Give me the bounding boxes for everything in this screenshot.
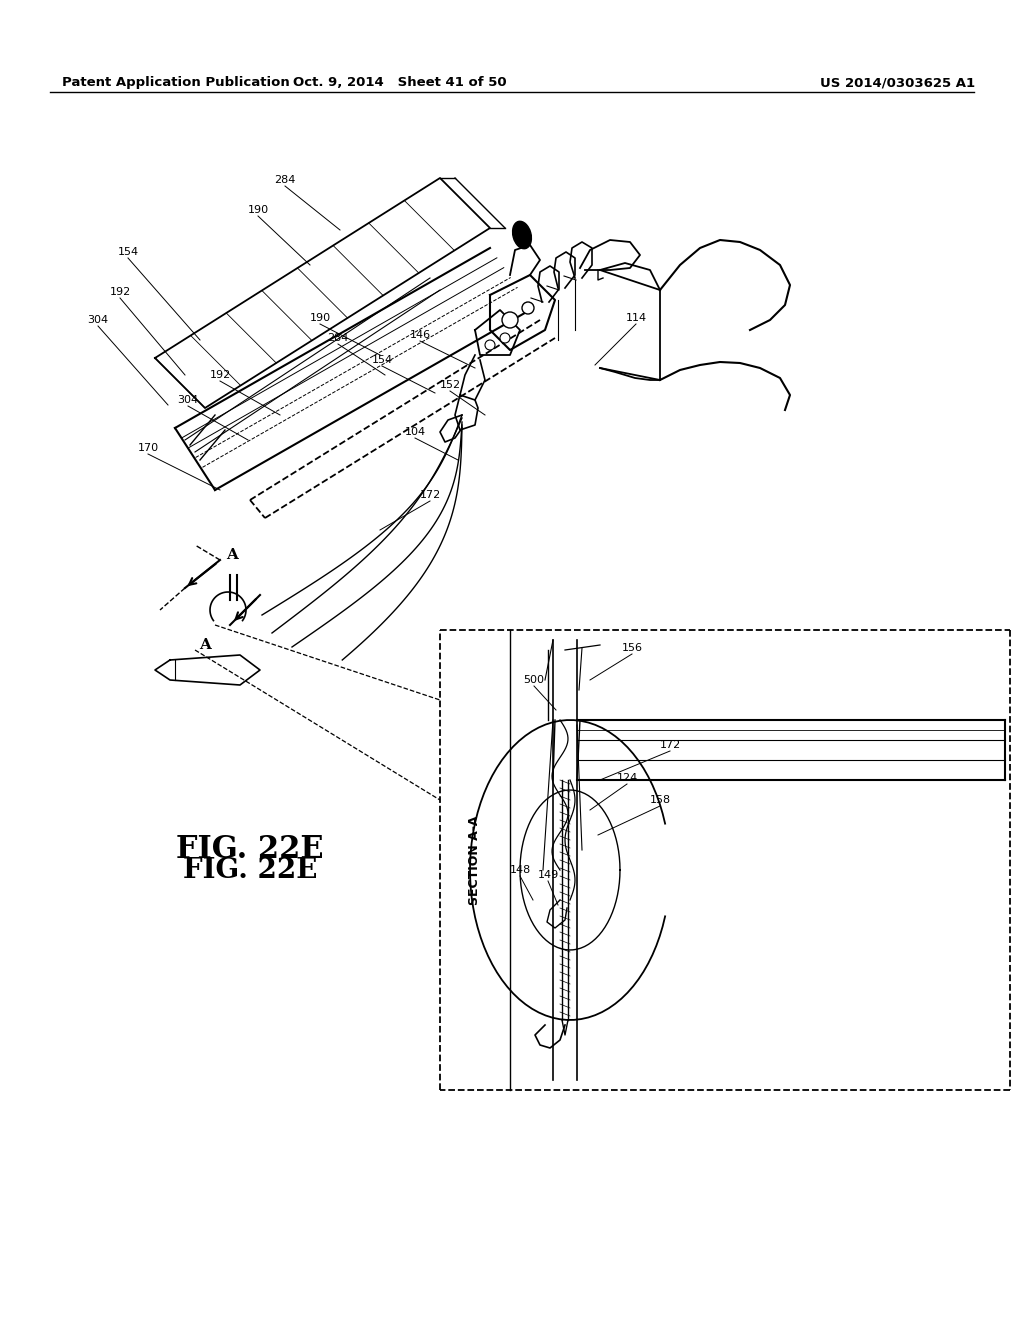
Text: 190: 190: [248, 205, 268, 215]
Text: 304: 304: [87, 315, 109, 325]
Text: 149: 149: [538, 870, 559, 880]
Circle shape: [485, 341, 495, 350]
Circle shape: [522, 302, 534, 314]
Text: 172: 172: [420, 490, 440, 500]
Text: 104: 104: [404, 426, 426, 437]
Text: 146: 146: [410, 330, 430, 341]
Text: 154: 154: [118, 247, 138, 257]
Text: 114: 114: [626, 313, 646, 323]
Text: US 2014/0303625 A1: US 2014/0303625 A1: [820, 77, 975, 88]
Text: 172: 172: [659, 741, 681, 750]
Ellipse shape: [513, 222, 531, 248]
Text: 192: 192: [110, 286, 131, 297]
Text: 158: 158: [649, 795, 671, 805]
Text: 284: 284: [328, 333, 349, 343]
Text: 192: 192: [209, 370, 230, 380]
Text: Oct. 9, 2014   Sheet 41 of 50: Oct. 9, 2014 Sheet 41 of 50: [293, 77, 507, 88]
Text: 304: 304: [177, 395, 199, 405]
Text: 154: 154: [372, 355, 392, 366]
Text: 284: 284: [274, 176, 296, 185]
Circle shape: [500, 333, 510, 343]
Text: A: A: [226, 548, 238, 562]
Text: 148: 148: [509, 865, 530, 875]
Text: SECTION A-A: SECTION A-A: [469, 816, 481, 904]
Text: FIG. 22E: FIG. 22E: [176, 834, 324, 866]
Text: 190: 190: [309, 313, 331, 323]
Text: Patent Application Publication: Patent Application Publication: [62, 77, 290, 88]
Text: 152: 152: [439, 380, 461, 389]
Text: 124: 124: [616, 774, 638, 783]
Text: A: A: [199, 638, 211, 652]
Circle shape: [502, 312, 518, 327]
Text: 500: 500: [523, 675, 545, 685]
Text: 156: 156: [622, 643, 642, 653]
Text: 170: 170: [137, 444, 159, 453]
Text: FIG. 22E: FIG. 22E: [183, 857, 317, 883]
